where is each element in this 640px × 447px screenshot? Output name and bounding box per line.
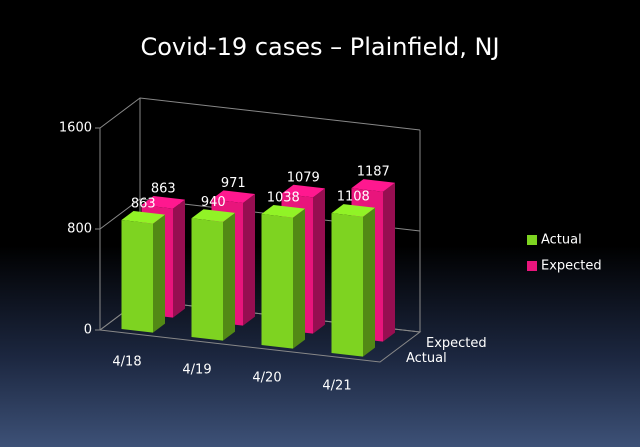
y-tick-label: 800 — [67, 222, 92, 237]
chart-title: Covid-19 cases – Plainfield, NJ — [140, 33, 499, 61]
bar-side — [243, 194, 255, 326]
bar-side — [153, 214, 165, 333]
x-tick-label: 4/20 — [252, 371, 281, 386]
grid-line — [99, 97, 421, 131]
value-label: 940 — [201, 195, 226, 210]
value-label: 1079 — [287, 170, 320, 185]
y-tick-label: 0 — [84, 323, 92, 338]
legend-swatch — [527, 235, 537, 245]
bar-side — [313, 188, 325, 334]
bar-side — [363, 207, 375, 357]
bar-top — [211, 190, 255, 203]
bar-side — [223, 212, 235, 341]
bar-top — [191, 209, 235, 222]
bar-top — [281, 184, 325, 198]
depth-tick-label: Expected — [426, 336, 487, 351]
x-tick-label: 4/18 — [112, 355, 141, 370]
value-label: 971 — [221, 176, 246, 191]
y-tick-label: 1600 — [59, 121, 92, 136]
bar-top — [331, 204, 375, 217]
bar-side — [383, 182, 395, 342]
grid-line — [99, 198, 421, 232]
bar-side — [173, 199, 185, 318]
bar-top — [351, 179, 395, 192]
value-label: 863 — [131, 197, 156, 212]
bar — [261, 214, 293, 349]
bar — [121, 220, 153, 333]
legend-label: Actual — [541, 233, 582, 248]
x-tick-label: 4/19 — [182, 363, 211, 378]
value-label: 1038 — [267, 190, 300, 205]
depth-tick-label: Actual — [406, 351, 447, 366]
value-label: 1187 — [357, 165, 390, 180]
bar — [331, 213, 363, 357]
value-label: 863 — [151, 182, 176, 197]
x-tick-label: 4/21 — [322, 379, 351, 394]
legend-swatch — [527, 261, 537, 271]
bar — [191, 218, 223, 341]
bar-top — [261, 205, 305, 218]
bar-top — [141, 196, 185, 209]
legend-label: Expected — [541, 259, 602, 274]
value-label: 1108 — [337, 190, 370, 205]
bar-side — [293, 208, 305, 349]
bar-top — [121, 211, 165, 224]
